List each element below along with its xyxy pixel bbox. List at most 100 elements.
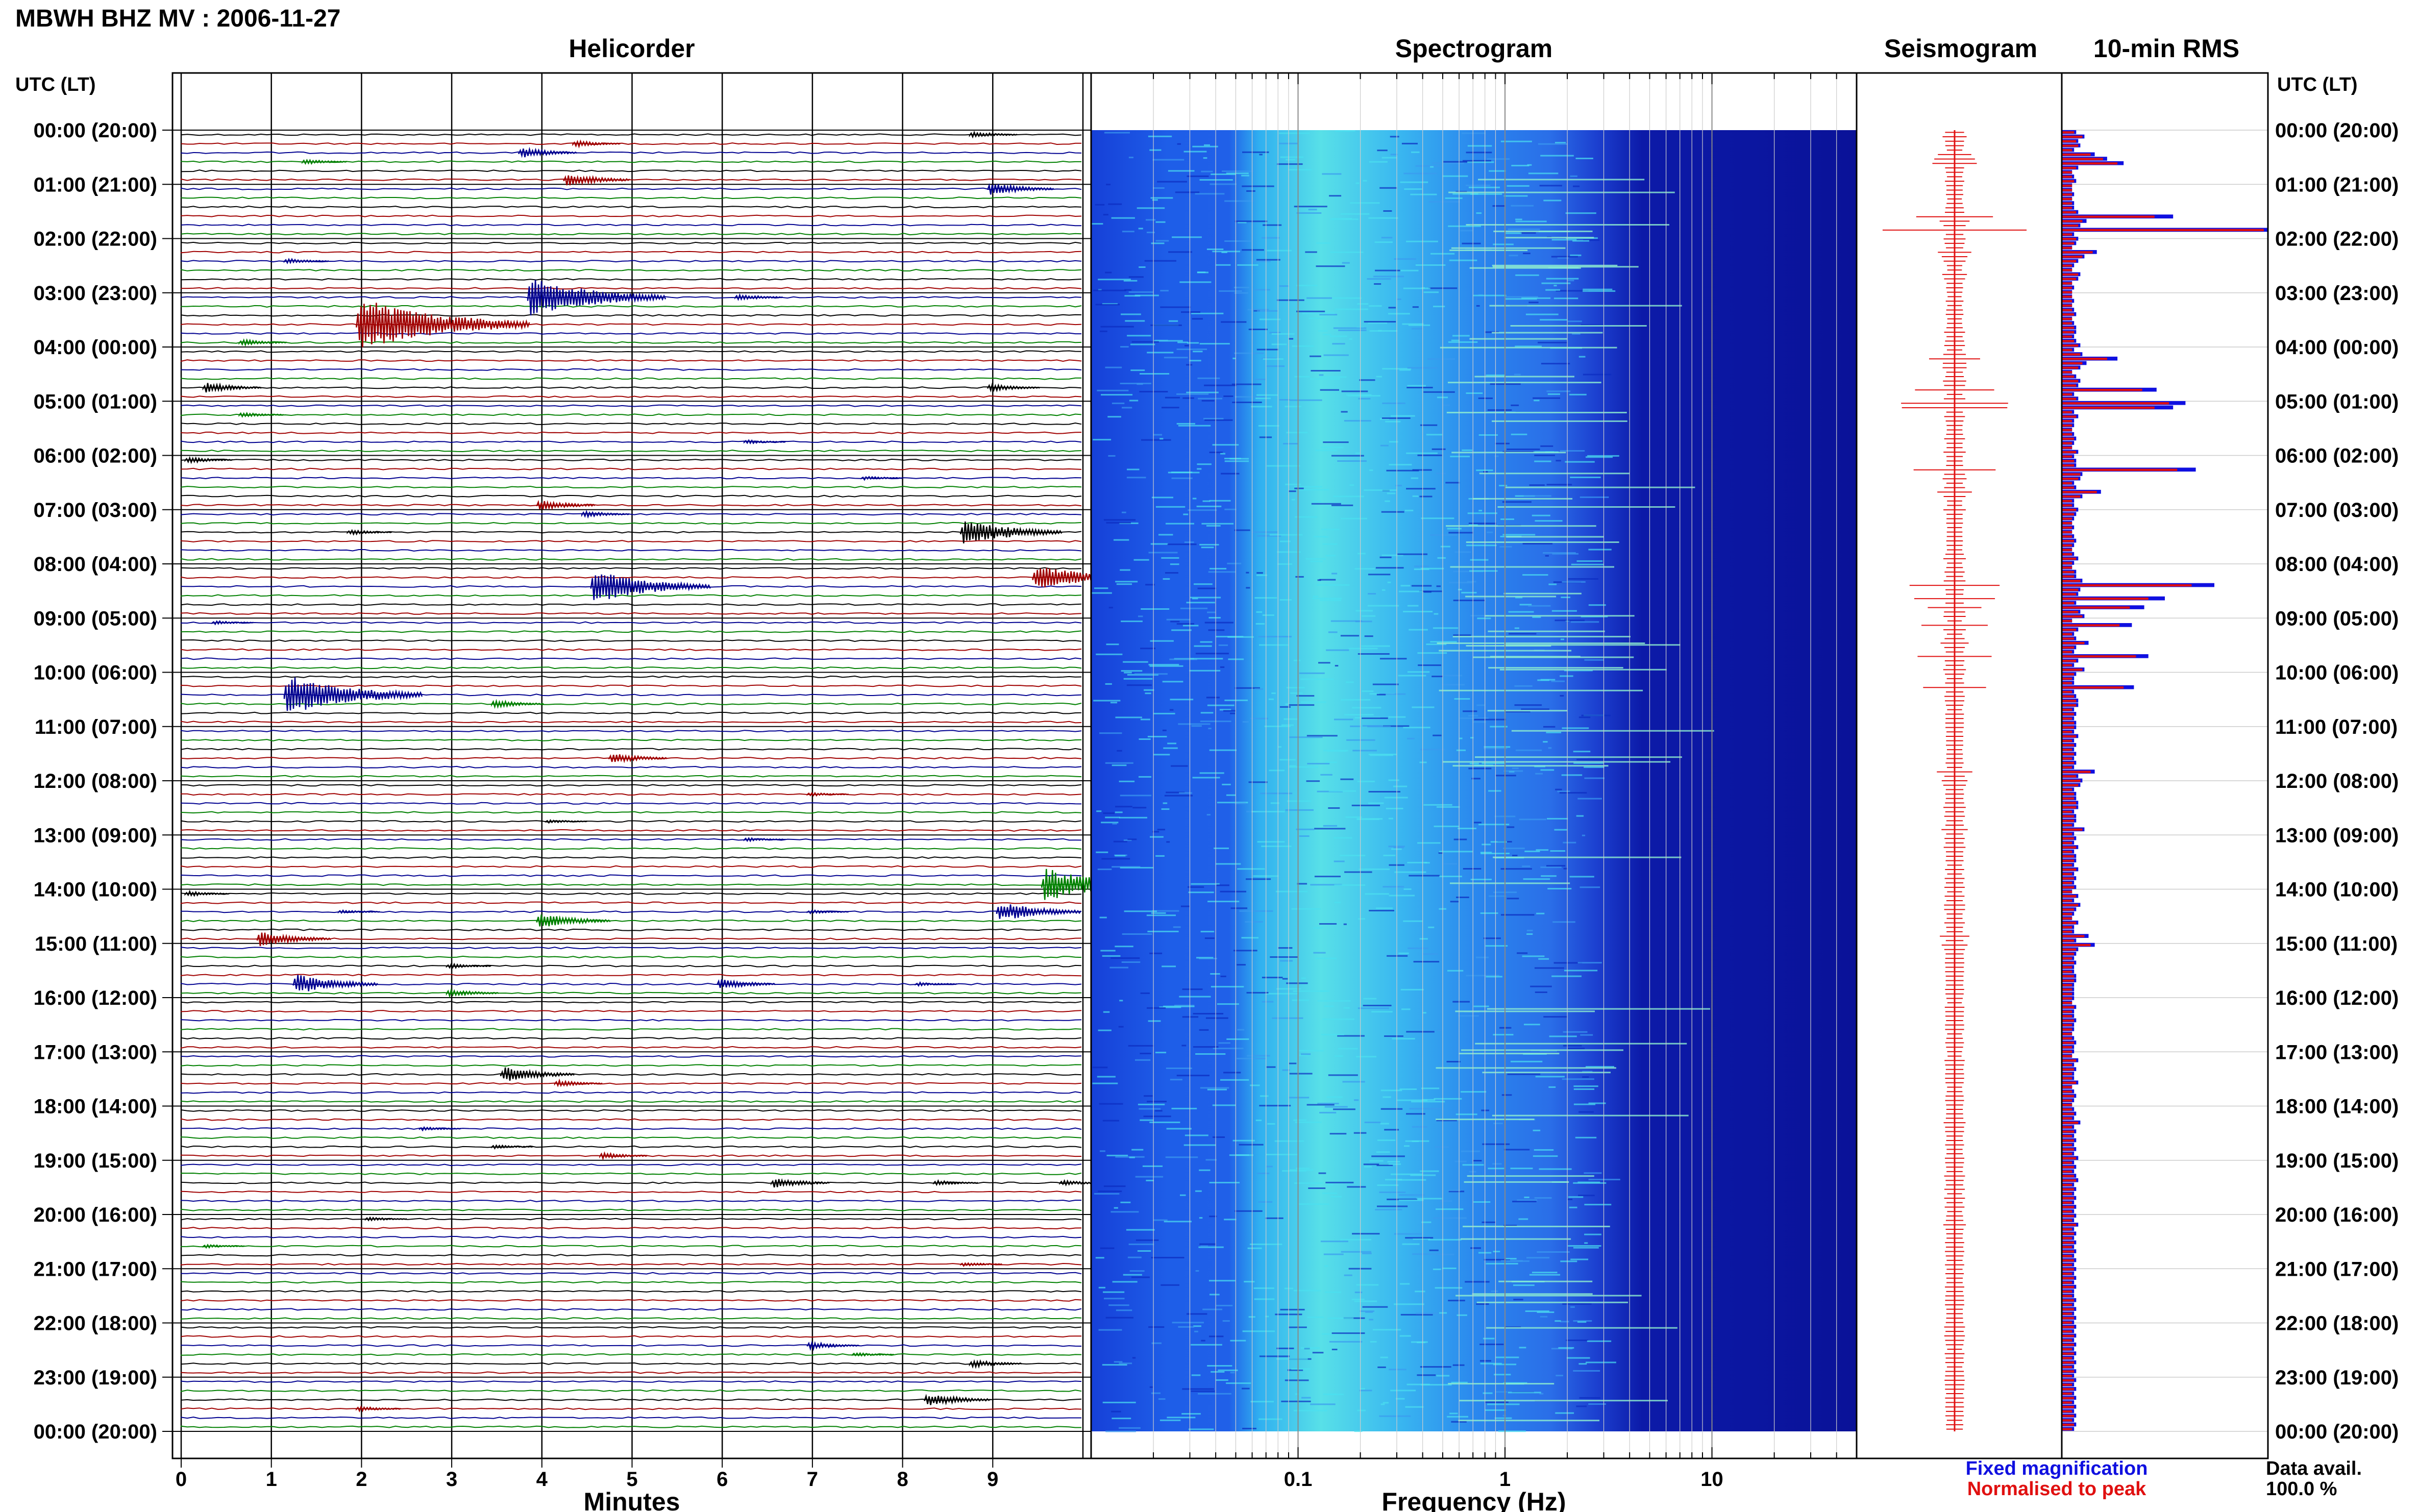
spectrogram-cell: [1492, 1114, 1689, 1117]
spectrogram-cell: [1511, 730, 1714, 732]
spectrogram-cell: [1235, 220, 1268, 222]
spectrogram-cell: [1152, 910, 1179, 912]
spectrogram-cell: [1091, 223, 1103, 225]
spectrogram-cell: [1550, 850, 1566, 852]
event-waveform: [969, 130, 1018, 139]
spectrogram-cell: [1227, 636, 1254, 638]
rms-bar-normalised: [2062, 975, 2075, 978]
spectrogram-cell: [1499, 485, 1508, 487]
rms-bar-normalised: [2062, 202, 2072, 205]
spectrogram-cell: [1323, 536, 1329, 538]
rms-bar-normalised: [2062, 1183, 2072, 1186]
spectrogram-cell: [1387, 1198, 1418, 1200]
spectrogram-cell: [1389, 441, 1398, 443]
trace-line: [181, 1227, 1082, 1230]
rms-bar-normalised: [2062, 1370, 2075, 1373]
spectrogram-cell: [1462, 242, 1481, 244]
spectrogram-cell: [1541, 363, 1570, 365]
frequency-tick-label: 10: [1700, 1468, 1723, 1491]
spectrogram-cell: [1310, 1403, 1336, 1405]
spectrogram-cell: [1403, 888, 1412, 890]
spectrogram-cell: [1100, 1247, 1115, 1249]
spectrogram-cell: [1412, 495, 1419, 497]
spectrogram-cell: [1276, 1347, 1294, 1349]
spectrogram-cell: [1296, 828, 1315, 830]
rms-bar-normalised: [2062, 873, 2072, 875]
rms-bar-normalised: [2062, 810, 2072, 813]
spectrogram-cell: [1168, 472, 1200, 474]
minute-tick-label: 4: [536, 1468, 548, 1491]
rms-bar-normalised: [2062, 549, 2072, 551]
spectrogram-cell: [1537, 679, 1549, 681]
trace-line: [181, 522, 1082, 525]
spectrogram-cell: [1132, 1357, 1136, 1359]
event-waveform: [238, 338, 287, 347]
spectrogram-cell: [1105, 366, 1122, 368]
spectrogram-cell: [1191, 1344, 1222, 1346]
spectrogram-cell: [1422, 953, 1438, 955]
event-waveform: [184, 889, 230, 897]
spectrogram-cell: [1295, 1121, 1322, 1123]
trace-line: [181, 1335, 1082, 1338]
spectrogram-cell: [1417, 1374, 1436, 1376]
spectrogram-cell: [1388, 313, 1410, 315]
spectrogram-cell: [1588, 1102, 1606, 1104]
spectrogram-cell: [1341, 390, 1368, 392]
spectrogram-cell: [1218, 1369, 1238, 1371]
spectrogram-cell: [1400, 1283, 1410, 1285]
spectrogram-cell: [1470, 737, 1474, 739]
spectrogram-cell: [1171, 1107, 1197, 1109]
rms-bar-normalised: [2062, 1286, 2075, 1288]
time-label-right: 12:00 (08:00): [2275, 770, 2399, 792]
trace-line: [181, 1100, 1082, 1103]
spectrogram-cell: [1276, 1358, 1308, 1360]
spectrogram-cell: [1566, 1357, 1590, 1359]
rms-bar-normalised: [2062, 260, 2077, 262]
spectrogram-cell: [1465, 1281, 1490, 1283]
spectrogram-cell: [1331, 455, 1364, 457]
spectrogram-cell: [1563, 1031, 1588, 1033]
spectrogram-cell: [1166, 1068, 1192, 1069]
spectrogram-cell: [1130, 369, 1145, 371]
spectrogram-cell: [1245, 921, 1263, 923]
spectrogram-cell: [1125, 320, 1145, 322]
spectrogram-cell: [1166, 841, 1170, 843]
rms-bar-normalised: [2062, 682, 2072, 684]
spectrogram-cell: [1173, 926, 1181, 928]
spectrogram-cell: [1488, 630, 1605, 632]
spectrogram-cell: [1461, 591, 1477, 593]
spectrogram-cell: [1515, 749, 1542, 751]
spectrogram-cell: [1539, 1393, 1544, 1395]
spectrogram-cell: [1575, 158, 1593, 159]
spectrogram-cell: [1432, 162, 1464, 164]
spectrogram-cell: [1443, 761, 1671, 763]
spectrogram-cell: [1564, 670, 1593, 672]
spectrogram-cell: [1160, 306, 1191, 308]
frequency-tick-label: 0.1: [1284, 1468, 1313, 1491]
spectrogram-cell: [1344, 714, 1374, 716]
spectrogram-cell: [1184, 1134, 1208, 1136]
spectrogram-cell: [1508, 611, 1534, 613]
spectrogram-cell: [1096, 810, 1102, 812]
rms-bar-normalised: [2062, 771, 2091, 773]
spectrogram-cell: [1335, 308, 1368, 310]
spectrogram-cell: [1568, 1245, 1601, 1247]
spectrogram-cell: [1529, 1274, 1561, 1276]
spectrogram-cell: [1224, 460, 1249, 462]
trace-line: [181, 323, 1082, 326]
rms-bar-normalised: [2062, 841, 2072, 845]
spectrogram-cell: [1131, 341, 1159, 343]
spectrogram-cell: [1169, 709, 1174, 711]
spectrogram-cell: [1342, 1081, 1365, 1083]
rms-bar-normalised: [2062, 948, 2077, 951]
spectrogram-cell: [1442, 684, 1465, 686]
spectrogram-cell: [1381, 554, 1403, 556]
spectrogram-cell: [1325, 761, 1337, 763]
spectrogram-cell: [1315, 957, 1337, 959]
spectrogram-cell: [1199, 1243, 1216, 1245]
spectrogram-cell: [1500, 868, 1532, 870]
spectrogram-cell: [1196, 957, 1214, 959]
spectrogram-cell: [1218, 644, 1228, 646]
spectrogram-cell: [1493, 243, 1514, 245]
spectrogram-cell: [1241, 175, 1249, 177]
